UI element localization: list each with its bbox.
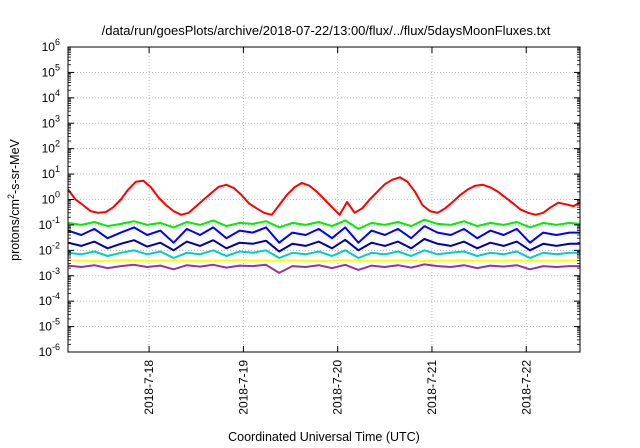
y-tick-label: 102 bbox=[42, 139, 60, 156]
y-axis-label-prefix: protons/cm bbox=[8, 199, 22, 261]
grid bbox=[68, 47, 580, 352]
y-tick-label: 10-1 bbox=[39, 215, 60, 232]
x-tick-label: 2018-7-20 bbox=[331, 360, 345, 415]
y-tick-labels: 10-6 10-5 10-4 10-3 10-2 10-1 100 101 102 103 104 1… bbox=[39, 37, 580, 359]
x-tick-label: 2018-7-18 bbox=[142, 360, 156, 415]
y-axis-label-suffix: -s-sr-MeV bbox=[8, 138, 22, 194]
chart-title: /data/run/goesPlots/archive/2018-07-22/1… bbox=[102, 23, 551, 38]
y-axis-label-sup: 2 bbox=[6, 194, 16, 199]
series-line-4 bbox=[67, 238, 580, 253]
y-tick-label: 100 bbox=[42, 190, 60, 207]
series-line-5 bbox=[67, 259, 581, 262]
y-tick-label: 105 bbox=[42, 62, 60, 79]
y-tick-label: 104 bbox=[42, 88, 60, 105]
x-axis-label: Coordinated Universal Time (UTC) bbox=[228, 430, 420, 444]
x-tick-label: 2018-7-21 bbox=[425, 360, 439, 415]
y-tick-label: 10-5 bbox=[39, 317, 60, 334]
series-line-3 bbox=[67, 225, 580, 244]
y-tick-label: 106 bbox=[42, 37, 60, 54]
y-tick-label: 10-4 bbox=[39, 291, 60, 308]
y-tick-label: 10-3 bbox=[39, 266, 60, 283]
x-tick-label: 2018-7-19 bbox=[236, 360, 250, 415]
x-tick-labels: 2018-7-18 2018-7-19 2018-7-20 2018-7-21 2018… bbox=[142, 47, 533, 415]
series-layer bbox=[67, 176, 581, 274]
series-line-6 bbox=[67, 263, 580, 274]
x-tick-label: 2018-7-22 bbox=[519, 360, 533, 415]
series-line-0 bbox=[67, 176, 581, 216]
y-tick-label: 10-6 bbox=[39, 342, 60, 359]
y-tick-label: 10-2 bbox=[39, 240, 60, 257]
series-line-1 bbox=[67, 218, 581, 230]
y-tick-label: 103 bbox=[42, 113, 60, 130]
y-axis-label: protons/cm2-s-sr-MeV bbox=[6, 138, 22, 260]
series-line-2 bbox=[67, 249, 580, 259]
y-tick-label: 101 bbox=[42, 164, 60, 181]
